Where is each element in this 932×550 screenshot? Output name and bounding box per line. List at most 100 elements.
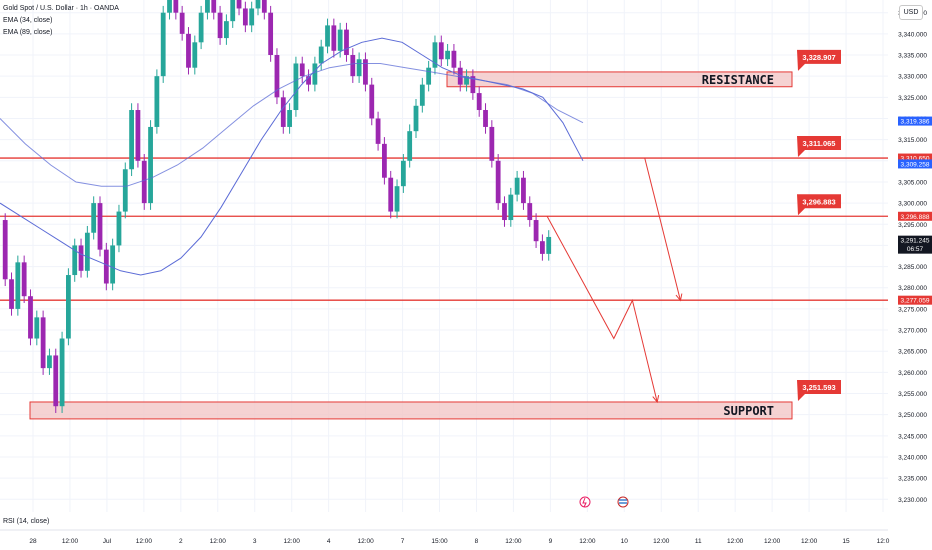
- time-axis[interactable]: 28 12:00 Jul 12:00 2 12:00 3 12:00 4 12:00 7 15:00 8…: [0, 529, 890, 545]
- candle-bear: [476, 93, 482, 111]
- grid-lines: [0, 0, 888, 512]
- candle-bull: [356, 59, 362, 77]
- price-badge-label: 3,310.650: [901, 156, 930, 163]
- time-tick-label: 28: [29, 538, 37, 545]
- candle-bear: [141, 160, 147, 204]
- candle-bull: [192, 42, 198, 68]
- candle-bull: [205, 0, 210, 13]
- candle-bear: [173, 0, 179, 13]
- price-tick-label: 3,260.000: [898, 370, 927, 377]
- candle-bull: [432, 42, 438, 68]
- candle-bull: [34, 317, 40, 339]
- candle-bear: [382, 143, 387, 178]
- candle-bear: [502, 203, 507, 221]
- price-axis[interactable]: 3,345.0003,340.0003,335.0003,330.0003,32…: [888, 0, 932, 550]
- candle-bear: [280, 97, 286, 127]
- price-badge-label: 3,291.245: [901, 238, 930, 245]
- ema-lines: [0, 37, 584, 276]
- price-tick-label: 3,335.000: [898, 53, 927, 60]
- candle-bull: [167, 0, 172, 13]
- time-tick-label: Jul: [103, 538, 112, 545]
- candle-bull: [230, 0, 236, 22]
- candle-bear: [527, 203, 533, 221]
- price-tick-label: 3,340.000: [898, 31, 927, 38]
- price-tick-label: 3,325.000: [898, 95, 927, 102]
- candle-bull: [287, 110, 292, 127]
- candle-bear: [261, 0, 267, 13]
- time-tick-label: 11: [695, 538, 702, 545]
- price-badge: [898, 235, 932, 254]
- currency-button[interactable]: USD: [899, 5, 923, 20]
- key-levels: RESISTANCE 3,328.907 3,311.065 3,296.883 SUP…: [0, 49, 888, 420]
- price-tick-label: 3,235.000: [898, 476, 927, 483]
- time-tick-label: 15: [842, 538, 850, 545]
- candle-bear: [533, 220, 539, 242]
- candle-bear: [470, 76, 476, 94]
- countdown-label: 06:57: [907, 246, 924, 253]
- candle-bear: [21, 262, 27, 297]
- time-tick-label: 12:00: [801, 538, 818, 545]
- candle-bear: [350, 55, 356, 77]
- price-axis-bg: [888, 0, 932, 550]
- candle-bull: [546, 236, 552, 254]
- candle-bear: [78, 245, 84, 271]
- candle-bear: [306, 76, 311, 85]
- time-tick-label: 2: [179, 538, 183, 545]
- level-price-callout: [797, 194, 841, 216]
- price-tick-label: 3,285.000: [898, 264, 927, 271]
- ema89-legend[interactable]: EMA (89, close): [3, 29, 53, 36]
- projection-path-1: [546, 215, 658, 403]
- candle-bull: [15, 262, 21, 309]
- candle-bull: [413, 105, 419, 132]
- lightning-event-glyph: [582, 497, 587, 508]
- candle-bull: [394, 186, 400, 212]
- candle-bear: [457, 67, 463, 85]
- candle-bear: [299, 63, 305, 77]
- candlesticks: [2, 0, 552, 413]
- candle-bull: [91, 203, 97, 233]
- time-tick-label: 7: [401, 538, 405, 545]
- level-price-text: 3,296.883: [802, 197, 835, 206]
- lightning-event-icon[interactable]: [579, 496, 591, 508]
- time-tick-label: 12:00: [357, 538, 374, 545]
- ema34-legend[interactable]: EMA (34, close): [3, 17, 53, 24]
- candle-bear: [451, 50, 457, 68]
- candle-bear: [344, 29, 349, 56]
- candle-bear: [331, 25, 337, 51]
- candle-bull: [407, 131, 413, 161]
- candle-bull: [514, 177, 520, 195]
- event-icons[interactable]: [579, 496, 629, 508]
- ema89-line: [0, 63, 584, 187]
- price-tick-label: 3,270.000: [898, 328, 927, 335]
- candle-bear: [28, 296, 33, 339]
- time-tick-label: 10: [621, 538, 629, 545]
- candle-bear: [103, 249, 109, 284]
- time-tick-label: 12:00: [62, 538, 79, 545]
- price-tick-label: 3,230.000: [898, 497, 927, 504]
- candle-bull: [148, 126, 153, 204]
- price-badge-label: 3,277.059: [901, 298, 930, 305]
- candle-bear: [268, 12, 274, 56]
- candle-bear: [9, 279, 14, 309]
- price-badge: [898, 295, 932, 305]
- symbol-title[interactable]: Gold Spot / U.S. Dollar · 1h · OANDA: [3, 5, 119, 12]
- price-tick-label: 3,265.000: [898, 349, 927, 356]
- price-badge: [898, 211, 932, 221]
- price-badge: [898, 159, 932, 169]
- time-tick-label: 12:00: [136, 538, 153, 545]
- candle-bear: [242, 8, 248, 26]
- candle-bull: [337, 29, 343, 51]
- us-flag-event-icon[interactable]: [617, 496, 629, 508]
- projection-path-2: [644, 158, 681, 301]
- candle-bull: [66, 275, 71, 339]
- candle-bear: [179, 12, 185, 34]
- rsi-pane-label[interactable]: RSI (14, close): [3, 518, 50, 525]
- price-badge: [898, 153, 932, 163]
- price-badge-label: 3,319.386: [901, 119, 930, 126]
- time-tick-label: 12:0: [877, 538, 890, 545]
- candle-bear: [369, 84, 375, 119]
- candle-bear: [483, 110, 488, 127]
- arrow-head: [675, 293, 683, 302]
- resistance-zone: [446, 71, 793, 88]
